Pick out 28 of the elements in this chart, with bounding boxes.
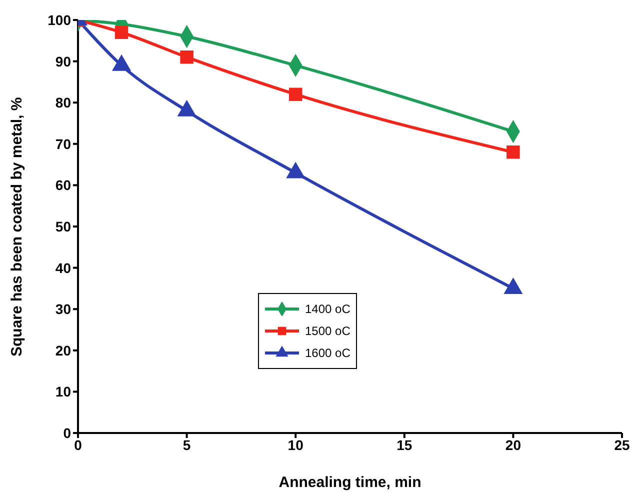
point: [286, 162, 305, 178]
y-tick-label: 70: [55, 136, 72, 152]
legend-label: 1400 oC: [305, 302, 350, 316]
y-axis-title: Square has been coated by metal, %: [8, 97, 26, 356]
x-tick-label: 0: [74, 436, 82, 453]
y-tick-label: 20: [55, 342, 72, 358]
y-tick-label: 80: [55, 94, 72, 111]
point: [114, 26, 128, 40]
point: [180, 50, 194, 64]
x-tick-label: 10: [288, 436, 304, 453]
point: [506, 146, 520, 159]
legend-label: 1500 oC: [305, 324, 350, 338]
y-tick-label: 40: [55, 260, 72, 276]
point: [504, 278, 522, 294]
x-axis-title: Annealing time, min: [278, 474, 422, 491]
x-tick-label: 5: [182, 436, 191, 453]
y-tick-label: 10: [55, 384, 72, 400]
x-tick-label: 25: [614, 436, 630, 453]
y-tick-label: 0: [63, 424, 72, 441]
legend-label: 1600 oC: [305, 346, 350, 360]
y-tick-label: 100: [48, 12, 72, 28]
point: [288, 88, 302, 101]
y-tick-label: 90: [55, 53, 72, 70]
y-tick-label: 30: [55, 301, 72, 318]
y-tick-label: 60: [55, 177, 72, 194]
x-tick-label: 20: [505, 436, 522, 453]
y-tick-label: 50: [55, 218, 72, 234]
x-tick-label: 15: [396, 436, 412, 453]
